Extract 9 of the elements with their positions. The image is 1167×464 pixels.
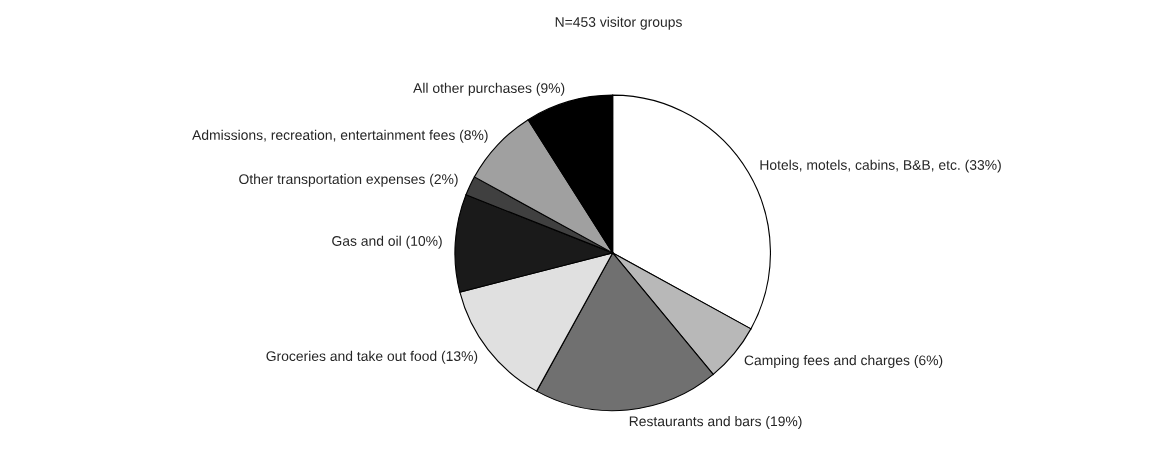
slice-label: Hotels, motels, cabins, B&B, etc. (33%) [760, 159, 1001, 173]
chart-title: N=453 visitor groups [555, 16, 682, 30]
slice-label: Groceries and take out food (13%) [266, 350, 478, 364]
slice-label: Other transportation expenses (2%) [239, 173, 458, 187]
slice-label: Camping fees and charges (6%) [744, 355, 943, 368]
slice-label: Admissions, recreation, entertainment fees (8%) [192, 129, 488, 143]
slice-label: All other purchases (9%) [413, 82, 565, 96]
slice-label: Gas and oil (10%) [332, 235, 442, 249]
slice-label: Restaurants and bars (19%) [629, 416, 802, 429]
